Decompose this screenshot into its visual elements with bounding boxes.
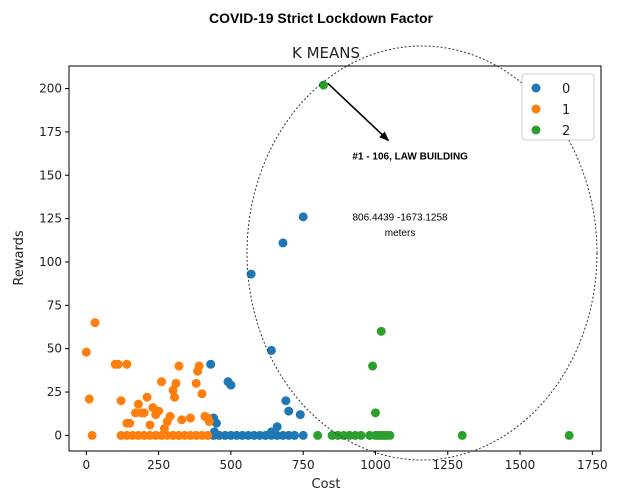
data-point-series-0 <box>295 410 305 420</box>
data-point-series-2 <box>564 430 574 440</box>
data-point-series-1 <box>168 385 178 395</box>
data-point-series-1 <box>81 347 91 357</box>
data-point-series-1 <box>157 377 167 387</box>
legend-marker-2 <box>531 125 541 135</box>
x-tick-label: 250 <box>147 458 170 472</box>
data-point-series-1 <box>116 396 126 406</box>
data-point-series-1 <box>90 318 100 328</box>
y-tick-label: 125 <box>39 212 62 226</box>
y-tick-label: 50 <box>47 342 62 356</box>
data-point-series-0 <box>206 359 216 369</box>
data-point-series-1 <box>159 423 169 433</box>
x-tick-label: 0 <box>83 458 91 472</box>
data-point-series-1 <box>145 420 155 430</box>
data-point-series-1 <box>87 430 97 440</box>
annotation-text: 806.4439 -1673.1258 <box>353 212 449 223</box>
plot-frame <box>68 65 602 452</box>
data-point-series-1 <box>133 399 143 409</box>
data-point-series-1 <box>165 411 175 421</box>
data-point-series-1 <box>197 389 207 399</box>
legend-marker-1 <box>531 104 541 114</box>
x-tick-label: 500 <box>219 458 242 472</box>
data-point-series-0 <box>278 238 288 248</box>
annotation-text: #1 - 106, LAW BUILDING <box>352 152 468 163</box>
data-point-series-1 <box>142 392 152 402</box>
legend-box <box>521 73 595 141</box>
x-tick-label: 1500 <box>505 458 536 472</box>
data-point-series-1 <box>122 359 132 369</box>
data-point-series-1 <box>204 417 214 427</box>
legend-marker-0 <box>531 83 541 93</box>
data-point-series-2 <box>457 430 467 440</box>
data-point-series-2 <box>368 361 378 371</box>
y-tick-label: 200 <box>39 82 62 96</box>
y-tick-label: 75 <box>47 298 62 312</box>
data-point-series-0 <box>298 430 308 440</box>
data-point-series-1 <box>113 359 123 369</box>
legend-label-0: 0 <box>562 82 570 97</box>
data-point-series-0 <box>272 422 282 432</box>
data-point-series-1 <box>191 378 201 388</box>
data-point-series-1 <box>194 361 204 371</box>
y-axis-label: Rewards <box>12 230 27 285</box>
data-point-series-0 <box>226 380 236 390</box>
y-tick-label: 0 <box>54 428 62 442</box>
x-tick-label: 750 <box>292 458 315 472</box>
legend: 0 1 2 <box>521 73 595 141</box>
data-point-series-1 <box>84 394 94 404</box>
x-tick-label: 1750 <box>577 458 608 472</box>
y-tick-label: 150 <box>39 168 62 182</box>
y-tick-label: 25 <box>47 385 62 399</box>
data-point-series-1 <box>174 361 184 371</box>
y-tick-label: 100 <box>39 255 62 269</box>
legend-label-2: 2 <box>562 124 570 139</box>
x-tick-label: 1250 <box>432 458 463 472</box>
data-point-series-1 <box>154 406 164 416</box>
data-point-series-1 <box>171 378 181 388</box>
data-point-series-2 <box>376 326 386 336</box>
data-point-series-2 <box>356 430 366 440</box>
y-tick-label: 175 <box>39 125 62 139</box>
data-point-series-0 <box>266 427 276 437</box>
data-point-series-0 <box>290 430 300 440</box>
data-point-series-2 <box>318 80 328 90</box>
data-point-series-1 <box>185 413 195 423</box>
annotation-text: meters <box>385 228 416 239</box>
data-point-series-0 <box>246 269 256 279</box>
data-point-series-2 <box>370 408 380 418</box>
chart-title: K MEANS <box>292 44 360 62</box>
data-point-series-0 <box>298 212 308 222</box>
data-point-series-1 <box>203 430 213 440</box>
x-tick-label: 1000 <box>360 458 391 472</box>
highlight-ellipse <box>246 45 598 461</box>
data-point-series-1 <box>139 408 149 418</box>
legend-label-1: 1 <box>562 103 570 118</box>
data-point-series-1 <box>177 415 187 425</box>
data-point-series-0 <box>211 418 221 428</box>
data-point-series-1 <box>125 418 135 428</box>
data-point-series-2 <box>313 430 323 440</box>
annotation-arrow <box>327 82 390 142</box>
data-point-series-1 <box>170 392 180 402</box>
data-point-series-0 <box>281 396 291 406</box>
page-title: COVID-19 Strict Lockdown Factor <box>208 10 434 26</box>
data-point-series-0 <box>266 345 276 355</box>
x-axis-label: Cost <box>312 477 341 492</box>
data-point-series-0 <box>284 406 294 416</box>
data-point-series-2 <box>385 430 395 440</box>
